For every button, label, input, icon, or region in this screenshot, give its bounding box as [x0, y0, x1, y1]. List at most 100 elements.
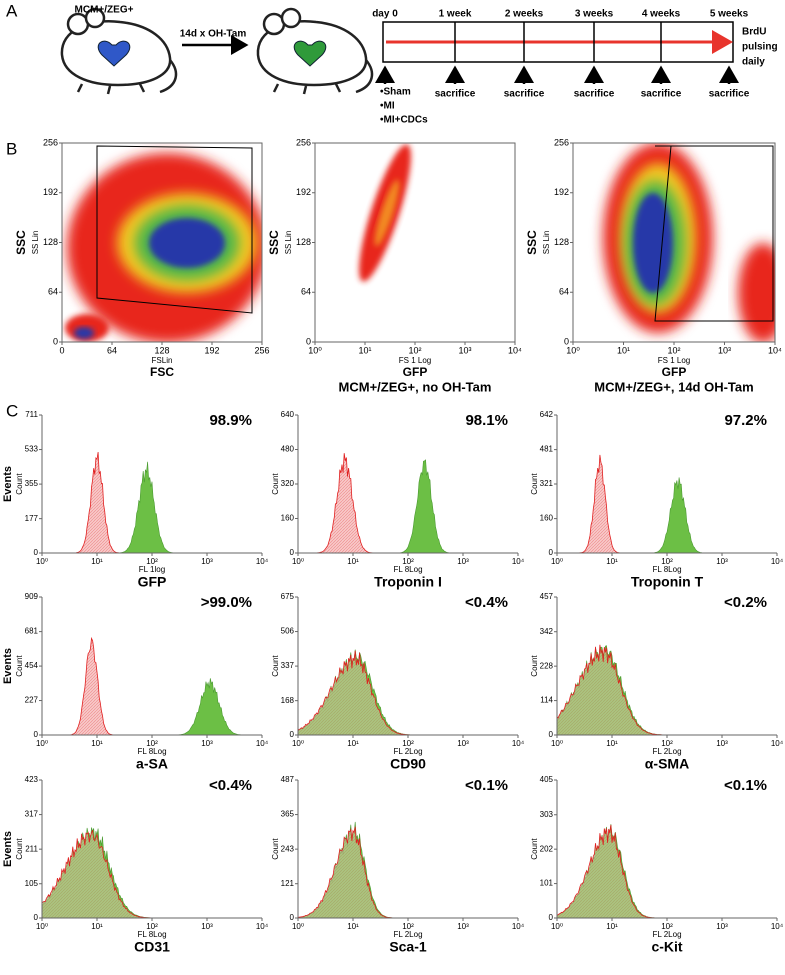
event-label: sacrifice — [435, 89, 476, 100]
x-tick-label: 10³ — [457, 557, 469, 566]
y-unit: Count — [530, 655, 539, 677]
event-label: sacrifice — [641, 89, 682, 100]
panel-label: C — [6, 401, 18, 420]
y-tick-label: 0 — [290, 913, 295, 922]
histogram: 10⁰ 10¹ 10² 10³ 10⁴ 0 114 228 342 457 Count <0.2% FL… — [530, 592, 784, 772]
plot-frame — [314, 142, 516, 343]
x-tick-label: 10³ — [201, 922, 213, 931]
y-tick-label: 160 — [281, 514, 295, 523]
y-tick-label: 256 — [554, 137, 569, 147]
time-label: 4 weeks — [642, 9, 681, 20]
y-unit: SS Lin — [284, 231, 293, 255]
marker-label: Sca-1 — [389, 939, 427, 955]
marker-label: Troponin T — [631, 574, 704, 590]
pulse-label: pulsing — [742, 42, 778, 53]
x-unit: FS 1 Log — [658, 356, 690, 365]
y-tick-label: 0 — [34, 548, 39, 557]
y-tick-label: 457 — [540, 592, 554, 601]
x-unit: FL 2Log — [393, 747, 422, 756]
y-tick-label: 0 — [34, 730, 39, 739]
x-tick-label: 10¹ — [606, 922, 618, 931]
y-tick-label: 211 — [25, 844, 38, 853]
y-tick-label: 0 — [306, 336, 311, 346]
x-tick-label: 10⁰ — [551, 557, 563, 566]
percent-label: <0.4% — [465, 594, 508, 611]
density-region — [374, 179, 400, 247]
gate — [96, 145, 253, 314]
x-tick-label: 10¹ — [347, 739, 359, 748]
y-tick-label: 64 — [301, 287, 311, 297]
y-tick-label: 101 — [540, 879, 554, 888]
x-tick-label: 10⁴ — [256, 739, 269, 748]
marker-label: CD90 — [390, 756, 426, 772]
x-unit: FL 1log — [139, 565, 165, 574]
y-tick-label: 0 — [564, 336, 569, 346]
x-tick-label: 10⁴ — [768, 345, 782, 355]
y-tick-label: 642 — [540, 410, 554, 419]
percent-label: >99.0% — [201, 594, 252, 611]
y-tick-label: 423 — [25, 775, 39, 784]
x-tick-label: 10¹ — [91, 557, 103, 566]
y-tick-label: 243 — [281, 844, 295, 853]
y-tick-label: 533 — [25, 445, 39, 454]
y-tick-label: 121 — [281, 879, 295, 888]
y-tick-label: 675 — [281, 592, 295, 601]
y-label: Events — [2, 648, 14, 684]
marker-label: a-SA — [136, 756, 168, 772]
histogram: 10⁰ 10¹ 10² 10³ 10⁴ 0 121 243 365 487 Count <0.1% FL… — [271, 775, 525, 955]
y-label: SSC — [267, 230, 281, 255]
y-tick-label: 0 — [34, 913, 39, 922]
plot-area — [359, 144, 411, 282]
x-tick-label: 10⁰ — [292, 739, 304, 748]
group-label: •Sham — [380, 87, 411, 98]
histogram-curve — [42, 678, 262, 736]
x-tick-label: 10² — [661, 922, 673, 931]
x-unit: FL 2Log — [652, 747, 681, 756]
density-region — [149, 218, 225, 268]
x-tick-label: 10¹ — [606, 739, 618, 748]
x-unit: FL 8Log — [137, 930, 166, 939]
y-tick-label: 0 — [290, 730, 295, 739]
histogram-curve — [42, 461, 262, 554]
x-tick-label: 64 — [107, 345, 117, 355]
timeline: day 0 1 week 2 weeks 3 weeks 4 weeks 5 weeks s… — [372, 9, 777, 126]
time-label: 1 week — [439, 9, 472, 20]
x-tick-label: 10⁰ — [566, 345, 580, 355]
percent-label: 98.9% — [209, 412, 252, 429]
x-tick-label: 10³ — [458, 345, 471, 355]
y-tick-label: 317 — [25, 810, 39, 819]
density-region — [633, 193, 673, 293]
histogram-curve — [297, 826, 518, 919]
histogram: 10⁰ 10¹ 10² 10³ 10⁴ 0 160 320 480 640 Count 98.1% FL… — [271, 410, 525, 590]
plot-area — [603, 143, 775, 342]
y-tick-label: 128 — [296, 237, 311, 247]
y-unit: Count — [15, 838, 24, 860]
y-unit: Count — [15, 655, 24, 677]
histogram-curve — [42, 636, 262, 736]
x-tick-label: 10³ — [716, 922, 728, 931]
mouse-label: MCM+/ZEG+ — [75, 5, 134, 16]
group-label: •MI+CDCs — [380, 115, 428, 126]
y-tick-label: 506 — [281, 627, 295, 636]
y-tick-label: 487 — [281, 775, 295, 784]
y-tick-label: 337 — [281, 661, 295, 670]
time-label: day 0 — [372, 9, 398, 20]
histogram: 10⁰ 10¹ 10² 10³ 10⁴ 0 160 321 481 642 Count 97.2% FL… — [530, 410, 784, 590]
x-label: GFP — [403, 365, 428, 379]
x-tick-label: 10⁴ — [512, 739, 525, 748]
y-unit: Count — [530, 838, 539, 860]
y-label: Events — [2, 831, 14, 867]
time-label: 2 weeks — [505, 9, 544, 20]
x-tick-label: 10² — [661, 739, 673, 748]
y-tick-label: 128 — [554, 237, 569, 247]
x-tick-label: 10³ — [457, 922, 469, 931]
y-unit: SS Lin — [542, 231, 551, 255]
x-tick-label: 10² — [661, 557, 673, 566]
y-tick-label: 192 — [43, 187, 58, 197]
y-tick-label: 342 — [540, 627, 554, 636]
x-tick-label: 10³ — [716, 739, 728, 748]
y-unit: SS Lin — [31, 231, 40, 255]
y-label: SSC — [14, 230, 28, 255]
